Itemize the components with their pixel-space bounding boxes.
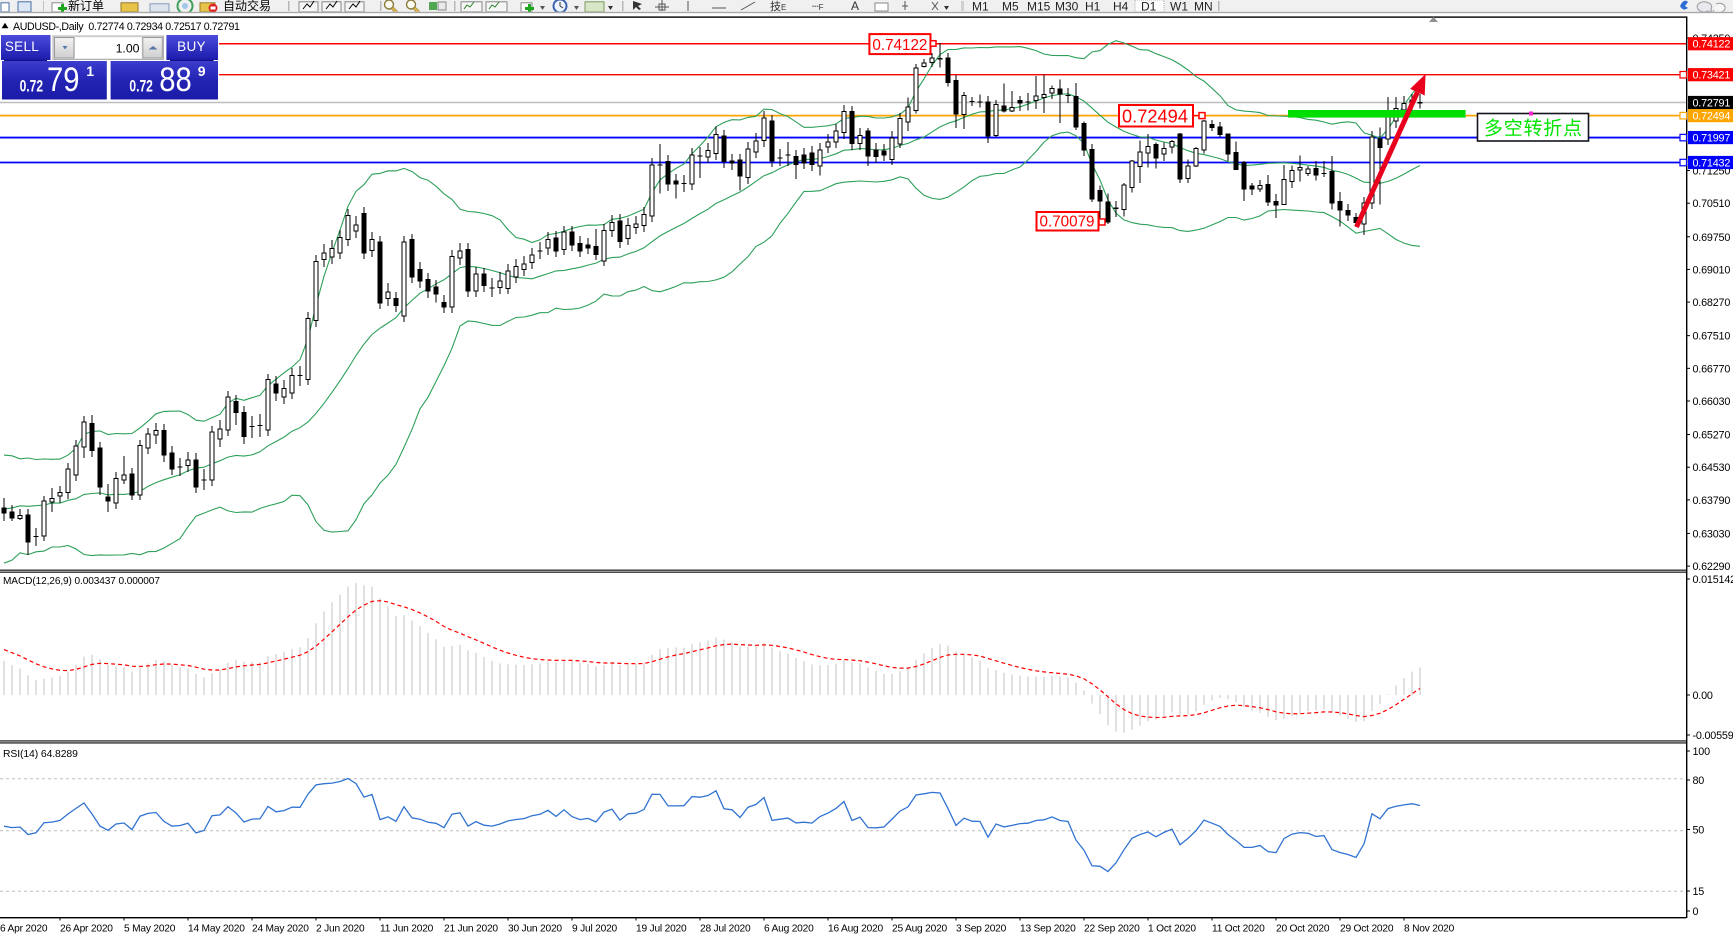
svg-text:0.72: 0.72 xyxy=(129,78,153,96)
svg-text:1: 1 xyxy=(86,63,94,79)
svg-text:19 Jul 2020: 19 Jul 2020 xyxy=(636,924,687,935)
svg-text:14 May 2020: 14 May 2020 xyxy=(188,924,245,935)
svg-text:9: 9 xyxy=(198,63,206,79)
svg-text:6 Aug 2020: 6 Aug 2020 xyxy=(764,924,814,935)
svg-text:0.63790: 0.63790 xyxy=(1693,495,1731,507)
svg-text:0.67510: 0.67510 xyxy=(1693,331,1731,343)
svg-text:0.72791: 0.72791 xyxy=(1693,98,1731,110)
svg-text:13 Sep 2020: 13 Sep 2020 xyxy=(1020,924,1076,935)
svg-text:80: 80 xyxy=(1693,775,1705,787)
svg-text:0.73421: 0.73421 xyxy=(1693,70,1731,82)
svg-text:0.68270: 0.68270 xyxy=(1693,297,1731,309)
svg-text:H1: H1 xyxy=(1085,0,1101,14)
svg-text:9 Jul 2020: 9 Jul 2020 xyxy=(572,924,618,935)
svg-text:0.66770: 0.66770 xyxy=(1693,363,1731,375)
svg-text:0.72494: 0.72494 xyxy=(1693,111,1731,123)
svg-text:M30: M30 xyxy=(1055,0,1079,14)
svg-text:新订单: 新订单 xyxy=(68,0,104,13)
svg-text:30 Jun 2020: 30 Jun 2020 xyxy=(508,924,562,935)
svg-text:0.72494: 0.72494 xyxy=(1122,107,1188,127)
svg-text:M5: M5 xyxy=(1002,0,1019,14)
svg-text:┄F: ┄F xyxy=(812,1,824,13)
svg-text:0.69750: 0.69750 xyxy=(1693,232,1731,244)
svg-text:W1: W1 xyxy=(1170,0,1188,14)
svg-text:MACD(12,26,9) 0.003437 0.00000: MACD(12,26,9) 0.003437 0.000007 xyxy=(3,576,160,587)
svg-text:2 Jun 2020: 2 Jun 2020 xyxy=(316,924,365,935)
svg-text:-0.005595: -0.005595 xyxy=(1693,730,1733,742)
svg-text:A: A xyxy=(851,0,859,13)
svg-text:0.71997: 0.71997 xyxy=(1693,133,1731,145)
svg-text:M15: M15 xyxy=(1027,0,1051,14)
svg-text:D1: D1 xyxy=(1141,0,1157,14)
svg-text:50: 50 xyxy=(1693,825,1705,837)
svg-text:1.00: 1.00 xyxy=(116,42,140,56)
svg-text:0.69010: 0.69010 xyxy=(1693,264,1731,276)
svg-text:多空转折点: 多空转折点 xyxy=(1484,118,1582,140)
svg-text:自动交易: 自动交易 xyxy=(223,0,271,13)
svg-text:3 Sep 2020: 3 Sep 2020 xyxy=(956,924,1007,935)
svg-text:29 Oct 2020: 29 Oct 2020 xyxy=(1340,924,1394,935)
svg-text:0.64530: 0.64530 xyxy=(1693,462,1731,474)
svg-text:16 Aug 2020: 16 Aug 2020 xyxy=(828,924,884,935)
svg-text:0: 0 xyxy=(1693,906,1699,918)
svg-text:79: 79 xyxy=(47,61,80,99)
svg-text:0.72: 0.72 xyxy=(20,78,43,96)
svg-text:20 Oct 2020: 20 Oct 2020 xyxy=(1276,924,1330,935)
svg-text:0.65270: 0.65270 xyxy=(1693,430,1731,442)
svg-text:0.70510: 0.70510 xyxy=(1693,198,1731,210)
svg-text:0.00: 0.00 xyxy=(1693,690,1713,702)
svg-text:6 Apr 2020: 6 Apr 2020 xyxy=(0,924,48,935)
svg-text:H4: H4 xyxy=(1113,0,1129,14)
svg-text:BUY: BUY xyxy=(177,39,206,54)
svg-text:MN: MN xyxy=(1194,0,1213,14)
svg-text:AUDUSD-,Daily 0.72774 0.72934: AUDUSD-,Daily 0.72774 0.72934 0.72517 0.… xyxy=(13,21,240,33)
svg-text:11 Oct 2020: 11 Oct 2020 xyxy=(1212,924,1265,935)
svg-text:25 Aug 2020: 25 Aug 2020 xyxy=(892,924,948,935)
svg-text:1 Oct 2020: 1 Oct 2020 xyxy=(1148,924,1196,935)
svg-text:15: 15 xyxy=(1693,886,1705,898)
svg-text:28 Jul 2020: 28 Jul 2020 xyxy=(700,924,751,935)
svg-text:0.66030: 0.66030 xyxy=(1693,396,1731,408)
svg-text:0.62290: 0.62290 xyxy=(1693,561,1731,573)
svg-text:24 May 2020: 24 May 2020 xyxy=(252,924,309,935)
svg-text:0.74122: 0.74122 xyxy=(1693,39,1731,51)
svg-text:0.015142: 0.015142 xyxy=(1693,574,1733,586)
svg-text:0.70079: 0.70079 xyxy=(1040,214,1095,231)
svg-text:21 Jun 2020: 21 Jun 2020 xyxy=(444,924,498,935)
svg-text:0.74122: 0.74122 xyxy=(872,37,927,54)
svg-text:0.63030: 0.63030 xyxy=(1693,528,1731,540)
svg-text:RSI(14) 64.8289: RSI(14) 64.8289 xyxy=(3,749,78,760)
svg-text:技E: 技E xyxy=(770,0,786,13)
svg-text:22 Sep 2020: 22 Sep 2020 xyxy=(1084,924,1140,935)
svg-text:SELL: SELL xyxy=(5,39,39,54)
svg-text:100: 100 xyxy=(1693,746,1711,758)
svg-text:26 Apr 2020: 26 Apr 2020 xyxy=(60,924,113,935)
svg-text:88: 88 xyxy=(159,61,192,99)
svg-text:0.71432: 0.71432 xyxy=(1693,158,1731,170)
svg-text:11 Jun 2020: 11 Jun 2020 xyxy=(380,924,434,935)
svg-text:8 Nov 2020: 8 Nov 2020 xyxy=(1404,924,1455,935)
svg-text:M1: M1 xyxy=(972,0,989,14)
svg-text:5 May 2020: 5 May 2020 xyxy=(124,924,176,935)
